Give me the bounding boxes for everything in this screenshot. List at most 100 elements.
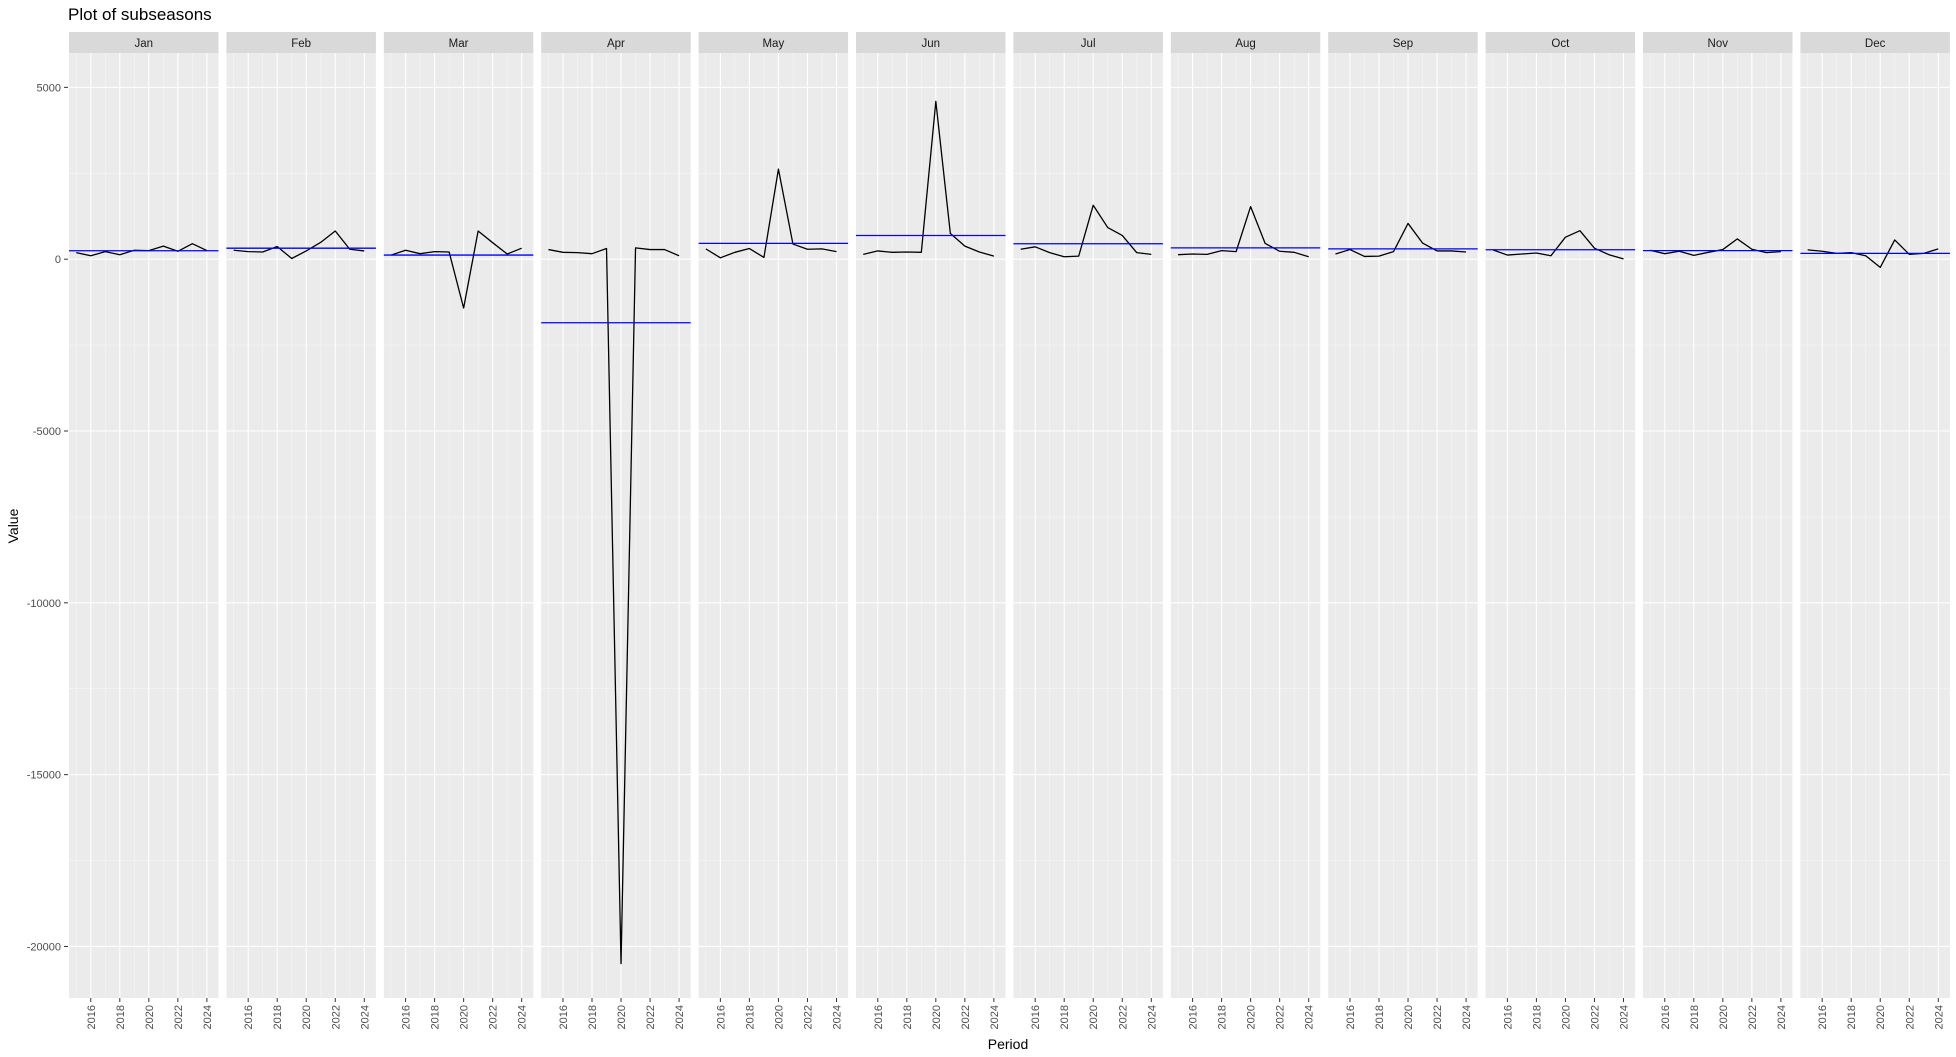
x-tick-label: 2022: [1589, 1005, 1601, 1029]
facet-strip: [698, 32, 849, 53]
facet-panel-mar: Mar 2016 2018 2020 2022 2024: [383, 32, 534, 1029]
y-axis-title: Value: [5, 508, 21, 543]
x-tick-label: 2022: [173, 1005, 185, 1029]
x-tick-label: 2020: [616, 1005, 628, 1029]
x-tick-label: 2018: [587, 1005, 599, 1029]
facet-strip: [1170, 32, 1321, 53]
x-tick-label: 2016: [1345, 1005, 1357, 1029]
x-tick-label: 2020: [773, 1005, 785, 1029]
x-tick-label: 2018: [1374, 1005, 1386, 1029]
x-tick-label: 2024: [202, 1005, 214, 1029]
panel-background: [1170, 53, 1321, 998]
x-tick-label: 2016: [86, 1005, 98, 1029]
x-tick-label: 2018: [902, 1005, 914, 1029]
chart-title: Plot of subseasons: [68, 5, 212, 24]
facet-strip-label: Jul: [1081, 38, 1096, 50]
x-tick-label: 2024: [1146, 1005, 1158, 1029]
x-tick-label: 2016: [715, 1005, 727, 1029]
x-tick-label: 2018: [1689, 1005, 1701, 1029]
series-line: [233, 230, 365, 260]
x-tick-label: 2016: [1502, 1005, 1514, 1029]
series-line: [1335, 222, 1467, 258]
x-tick-label: 2024: [1933, 1005, 1945, 1029]
facet-strip: [226, 32, 376, 53]
panel-background: [698, 53, 849, 998]
series-line: [705, 168, 837, 259]
panel-background: [1328, 53, 1478, 998]
facet-panel-aug: Aug 2016 2018 2020 2022 2024: [1170, 32, 1321, 1029]
panel-background: [1013, 53, 1163, 998]
facet-strip-label: May: [762, 38, 784, 50]
series-line: [1178, 205, 1309, 258]
x-tick-label: 2018: [1217, 1005, 1229, 1029]
x-tick-label: 2024: [1461, 1005, 1473, 1029]
x-tick-label: 2016: [558, 1005, 570, 1029]
x-tick-label: 2020: [144, 1005, 156, 1029]
x-tick-label: 2018: [744, 1005, 756, 1029]
facet-strip-label: Apr: [607, 38, 625, 50]
panel-background: [1485, 53, 1636, 998]
facet-strip-label: Aug: [1235, 38, 1255, 50]
facet-strip: [1328, 32, 1478, 53]
x-tick-label: 2016: [401, 1005, 413, 1029]
facet-panel-nov: Nov 2016 2018 2020 2022 2024: [1643, 32, 1793, 1029]
x-tick-label: 2020: [1560, 1005, 1572, 1029]
facet-strip-label: Jun: [921, 38, 940, 50]
x-tick-label: 2024: [359, 1005, 371, 1029]
facet-panel-jan: Jan 2016 2018 2020 2022 2024: [69, 32, 219, 1029]
x-tick-label: 2018: [430, 1005, 442, 1029]
x-tick-label: 2020: [1718, 1005, 1730, 1029]
facet-strip-label: Oct: [1551, 38, 1570, 50]
series-line: [390, 230, 522, 309]
facet-strip-label: Jan: [134, 38, 153, 50]
x-tick-label: 2022: [1747, 1005, 1759, 1029]
x-tick-label: 2020: [1875, 1005, 1887, 1029]
panel-background: [1643, 53, 1793, 998]
y-tick-label: 5000: [37, 82, 61, 94]
facet-strip-label: Sep: [1393, 38, 1413, 50]
facet-panel-dec: Dec 2016 2018 2020 2022 2024: [1800, 32, 1950, 1029]
y-tick-label: -5000: [33, 426, 61, 438]
facet-panels: Jan 2016 2018 2020 2022 2024 Feb 2016 2018 2020 20…: [69, 32, 1950, 1029]
facet-panel-sep: Sep 2016 2018 2020 2022 2024: [1328, 32, 1478, 1029]
facet-strip-label: Nov: [1708, 38, 1729, 50]
x-tick-label: 2024: [1776, 1005, 1788, 1029]
x-tick-label: 2024: [674, 1005, 686, 1029]
x-tick-label: 2018: [272, 1005, 284, 1029]
panel-background: [226, 53, 376, 998]
x-tick-label: 2016: [1660, 1005, 1672, 1029]
x-tick-label: 2022: [1432, 1005, 1444, 1029]
x-tick-label: 2022: [488, 1005, 500, 1029]
x-tick-label: 2024: [989, 1005, 1001, 1029]
facet-strip: [69, 32, 219, 53]
facet-strip: [1643, 32, 1793, 53]
x-tick-label: 2016: [1817, 1005, 1829, 1029]
x-tick-label: 2018: [1846, 1005, 1858, 1029]
x-tick-label: 2022: [330, 1005, 342, 1029]
x-axis-title: Period: [988, 1036, 1028, 1052]
x-tick-label: 2016: [873, 1005, 885, 1029]
facet-strip-label: Mar: [449, 38, 469, 50]
facet-panel-jul: Jul 2016 2018 2020 2022 2024: [1013, 32, 1163, 1029]
x-tick-label: 2022: [1904, 1005, 1916, 1029]
x-tick-label: 2016: [243, 1005, 255, 1029]
facet-strip-label: Dec: [1865, 38, 1886, 50]
facet-panel-jun: Jun 2016 2018 2020 2022 2024: [856, 32, 1006, 1029]
x-tick-label: 2020: [1403, 1005, 1415, 1029]
y-tick-label: -15000: [27, 770, 61, 782]
facet-strip: [541, 32, 691, 53]
facet-panel-oct: Oct 2016 2018 2020 2022 2024: [1485, 32, 1636, 1029]
x-tick-label: 2024: [1618, 1005, 1630, 1029]
y-tick-label: 0: [55, 254, 61, 266]
panel-background: [1800, 53, 1950, 998]
facet-strip: [383, 32, 534, 53]
facet-strip: [1800, 32, 1950, 53]
y-tick-label: -20000: [27, 941, 61, 953]
x-tick-label: 2022: [1117, 1005, 1129, 1029]
series-line: [863, 100, 995, 257]
x-tick-label: 2018: [1059, 1005, 1071, 1029]
x-tick-label: 2020: [1246, 1005, 1258, 1029]
x-tick-label: 2016: [1030, 1005, 1042, 1029]
x-tick-label: 2018: [115, 1005, 127, 1029]
